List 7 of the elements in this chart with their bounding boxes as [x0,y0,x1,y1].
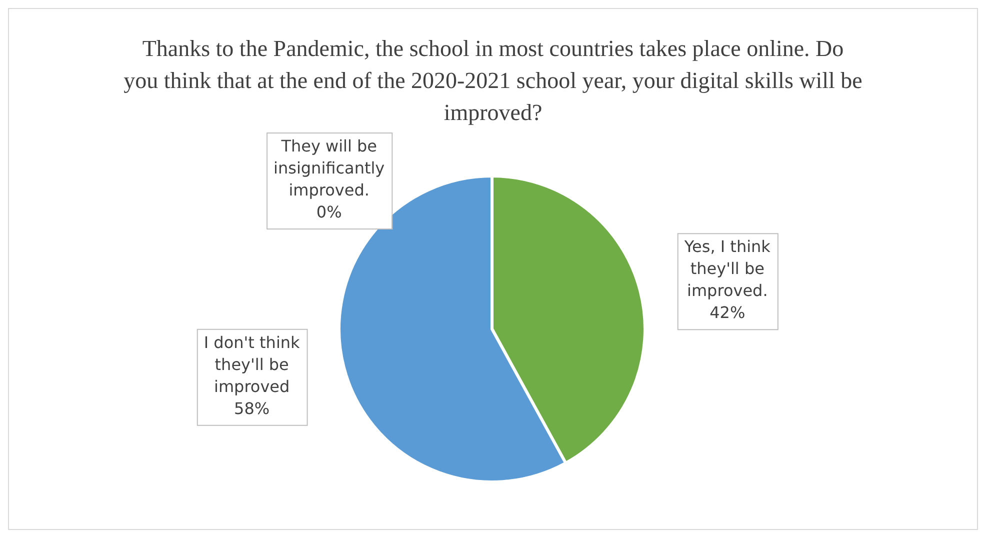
category-label: They will be insignificantly improved. [274,136,385,200]
chart-title: Thanks to the Pandemic, the school in most countries takes place online. Do you think that at the end of the 2020-2021 school year, your digital skills will be improved? [123,35,863,127]
data-label: 42% [710,303,746,322]
data-label: 58% [234,399,270,418]
text: 0% [316,202,342,222]
slice-label: Yes, I think they'll be improved. [683,237,772,300]
slice-label: I don't think they'll be improved [204,333,301,396]
